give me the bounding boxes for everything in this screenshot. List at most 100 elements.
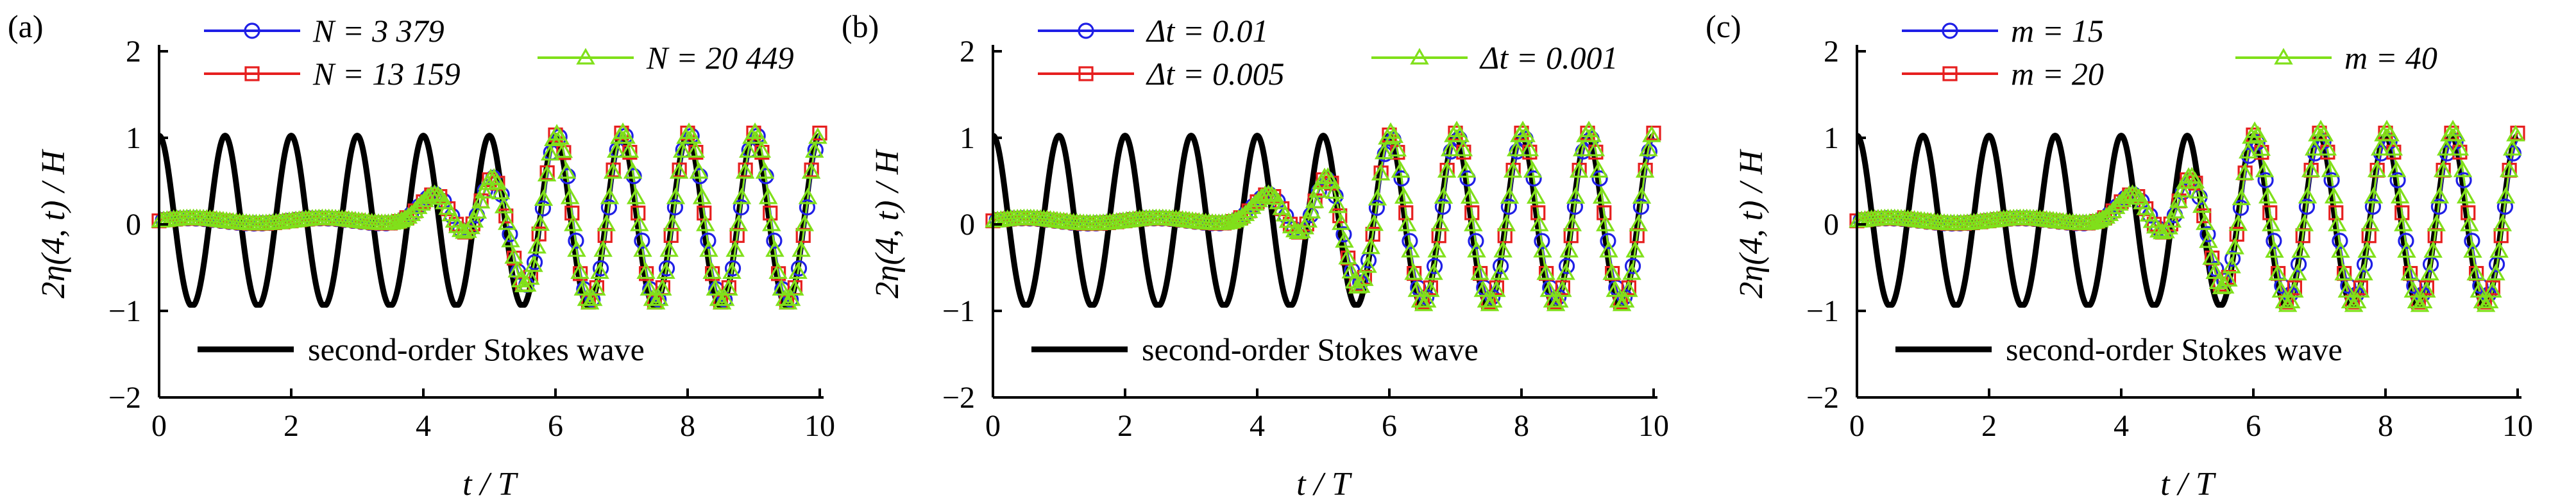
- series-marker-2: [781, 289, 801, 306]
- series-marker-2: [2235, 163, 2255, 180]
- series-marker-2: [689, 162, 709, 179]
- y-axis-label: 2η(4, t) / H: [869, 149, 906, 298]
- series-marker-1: [531, 226, 547, 242]
- series-marker-0: [1558, 258, 1575, 274]
- series-marker-2: [2239, 142, 2258, 159]
- series-marker-2: [428, 185, 448, 203]
- series-marker-0: [1434, 198, 1452, 215]
- y-tick-label: 2: [126, 35, 141, 69]
- x-tick-label: 2: [1117, 409, 1133, 443]
- series-marker-2: [1569, 161, 1589, 178]
- series-marker-2: [2470, 281, 2489, 298]
- x-axis-label: t / T: [1296, 466, 1352, 500]
- series-marker-0: [2199, 226, 2216, 242]
- series-marker-1: [2196, 208, 2212, 224]
- series-marker-0: [2496, 198, 2514, 215]
- series-marker-2: [778, 292, 798, 310]
- series-marker-2: [1398, 214, 1417, 231]
- series-marker-2: [2367, 160, 2387, 178]
- series-marker-1: [795, 228, 811, 243]
- series-marker-2: [1556, 263, 1575, 280]
- series-marker-2: [1404, 263, 1423, 280]
- series-marker-2: [1338, 247, 1357, 265]
- series-marker-2: [527, 237, 547, 254]
- series-marker-2: [633, 240, 652, 257]
- series-marker-2: [1516, 125, 1536, 142]
- legend-marker: [2274, 47, 2293, 65]
- series-marker-2: [735, 162, 755, 179]
- series-marker-2: [1635, 161, 1655, 178]
- series-marker-2: [699, 240, 718, 257]
- series-marker-2: [1401, 240, 1420, 258]
- series-marker-2: [1599, 240, 1618, 258]
- legend-label: m = 15: [2011, 13, 2104, 49]
- series-marker-2: [2185, 171, 2205, 188]
- series-marker-2: [2456, 187, 2476, 204]
- series-marker-2: [1358, 256, 1377, 273]
- y-tick-label: 2: [1824, 35, 1839, 69]
- series-marker-2: [2410, 295, 2430, 312]
- series-marker-2: [2228, 214, 2248, 231]
- series-marker-2: [475, 181, 494, 199]
- series-marker-2: [1232, 207, 1252, 224]
- series-marker-2: [2430, 187, 2450, 204]
- legend-entry-reference: second-order Stokes wave: [198, 331, 645, 367]
- series-marker-0: [568, 232, 584, 249]
- series-marker-2: [2364, 187, 2384, 204]
- x-tick-label: 0: [151, 409, 167, 443]
- series-marker-2: [2387, 160, 2407, 178]
- legend-entry-1: N = 13 159: [204, 56, 461, 92]
- series-marker-2: [1559, 240, 1579, 258]
- legend-entry-0: m = 15: [1902, 13, 2104, 49]
- series-marker-2: [2291, 241, 2310, 258]
- series-marker-0: [799, 199, 816, 216]
- series-marker-2: [801, 162, 821, 179]
- series-marker-2: [2493, 214, 2512, 231]
- series-marker-2: [1335, 231, 1354, 248]
- series-marker-2: [768, 262, 788, 279]
- series-marker-2: [2321, 160, 2341, 178]
- series-marker-2: [2371, 138, 2390, 156]
- series-marker-2: [398, 207, 418, 224]
- series-marker-0: [2464, 233, 2480, 249]
- series-marker-2: [1500, 187, 1520, 204]
- series-marker-2: [2384, 138, 2403, 156]
- y-tick-label: −1: [1806, 294, 1839, 328]
- series-marker-0: [733, 199, 750, 216]
- series-marker-2: [2394, 214, 2413, 231]
- series-marker-2: [673, 141, 692, 158]
- series-marker-2: [788, 262, 808, 279]
- series-marker-2: [1619, 280, 1638, 297]
- series-marker-1: [2287, 280, 2302, 296]
- legend-label: Δt = 0.001: [1479, 40, 1618, 76]
- series-marker-0: [2232, 199, 2250, 216]
- series-marker-2: [666, 187, 686, 204]
- y-tick-label: 2: [960, 35, 975, 69]
- legend-entry-2: m = 40: [2235, 40, 2437, 76]
- series-marker-0: [1591, 170, 1608, 187]
- series-marker-2: [722, 262, 741, 279]
- series-marker-2: [1441, 139, 1460, 156]
- series-marker-2: [2301, 160, 2321, 178]
- series-marker-2: [2173, 181, 2192, 198]
- series-marker-2: [1622, 263, 1641, 280]
- series-marker-2: [570, 262, 589, 279]
- series-marker-0: [2398, 233, 2414, 249]
- series-marker-0: [526, 254, 543, 271]
- legend-marker: [1078, 66, 1094, 81]
- series-marker-2: [464, 211, 484, 228]
- series-marker-2: [2344, 295, 2364, 312]
- series-marker-2: [501, 230, 520, 247]
- x-tick-label: 6: [548, 409, 563, 443]
- series-marker-2: [2096, 207, 2116, 224]
- series-marker-2: [2278, 295, 2298, 312]
- series-marker-2: [1523, 161, 1543, 178]
- series-marker-0: [1600, 233, 1616, 249]
- series-marker-2: [659, 240, 679, 257]
- series-marker-2: [792, 240, 811, 257]
- series-marker-2: [2271, 281, 2291, 298]
- series-marker-0: [1335, 226, 1352, 243]
- series-marker-2: [762, 214, 781, 231]
- series-marker-2: [715, 289, 735, 306]
